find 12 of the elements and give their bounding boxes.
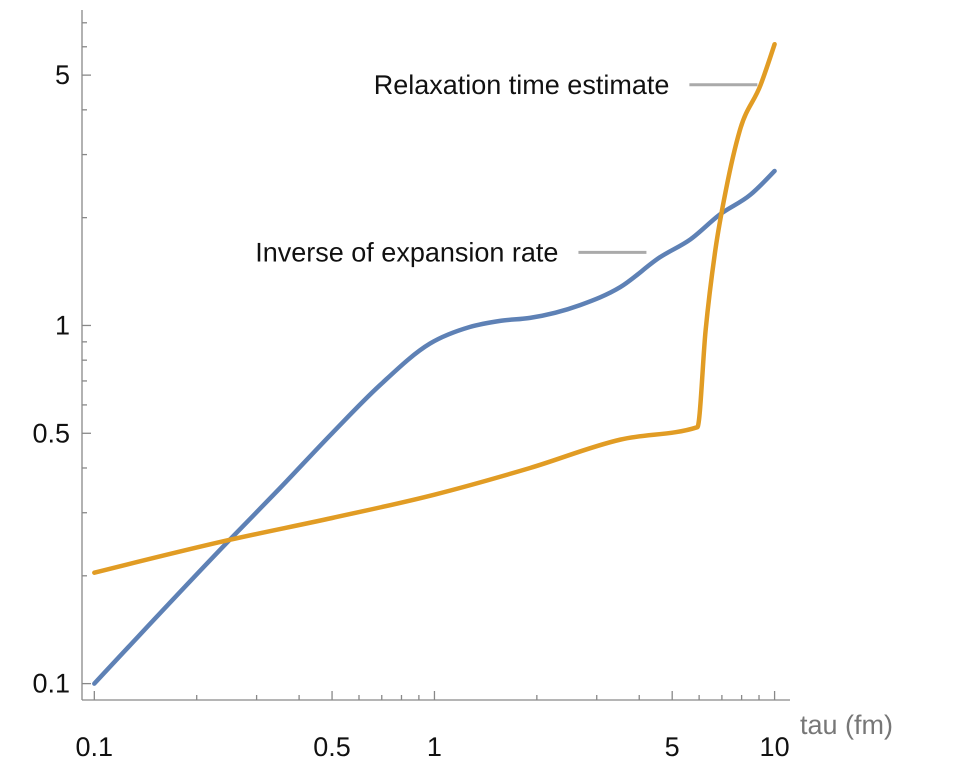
y-tick-label: 5 [54, 60, 70, 90]
x-tick-label: 0.5 [313, 732, 351, 762]
y-tick-label: 0.5 [32, 418, 70, 448]
x-tick-label: 10 [760, 732, 790, 762]
x-tick-label: 1 [426, 732, 442, 762]
x-axis-title: tau (fm) [800, 710, 894, 740]
y-tick-label: 0.1 [32, 668, 70, 699]
text: Relaxation time estimate [374, 70, 670, 100]
y-tick-label: 1 [54, 310, 70, 340]
x-tick-label: 0.1 [76, 732, 114, 762]
x-tick-label: 5 [664, 732, 680, 762]
series-label: Inverse of expansion rate [255, 237, 558, 268]
